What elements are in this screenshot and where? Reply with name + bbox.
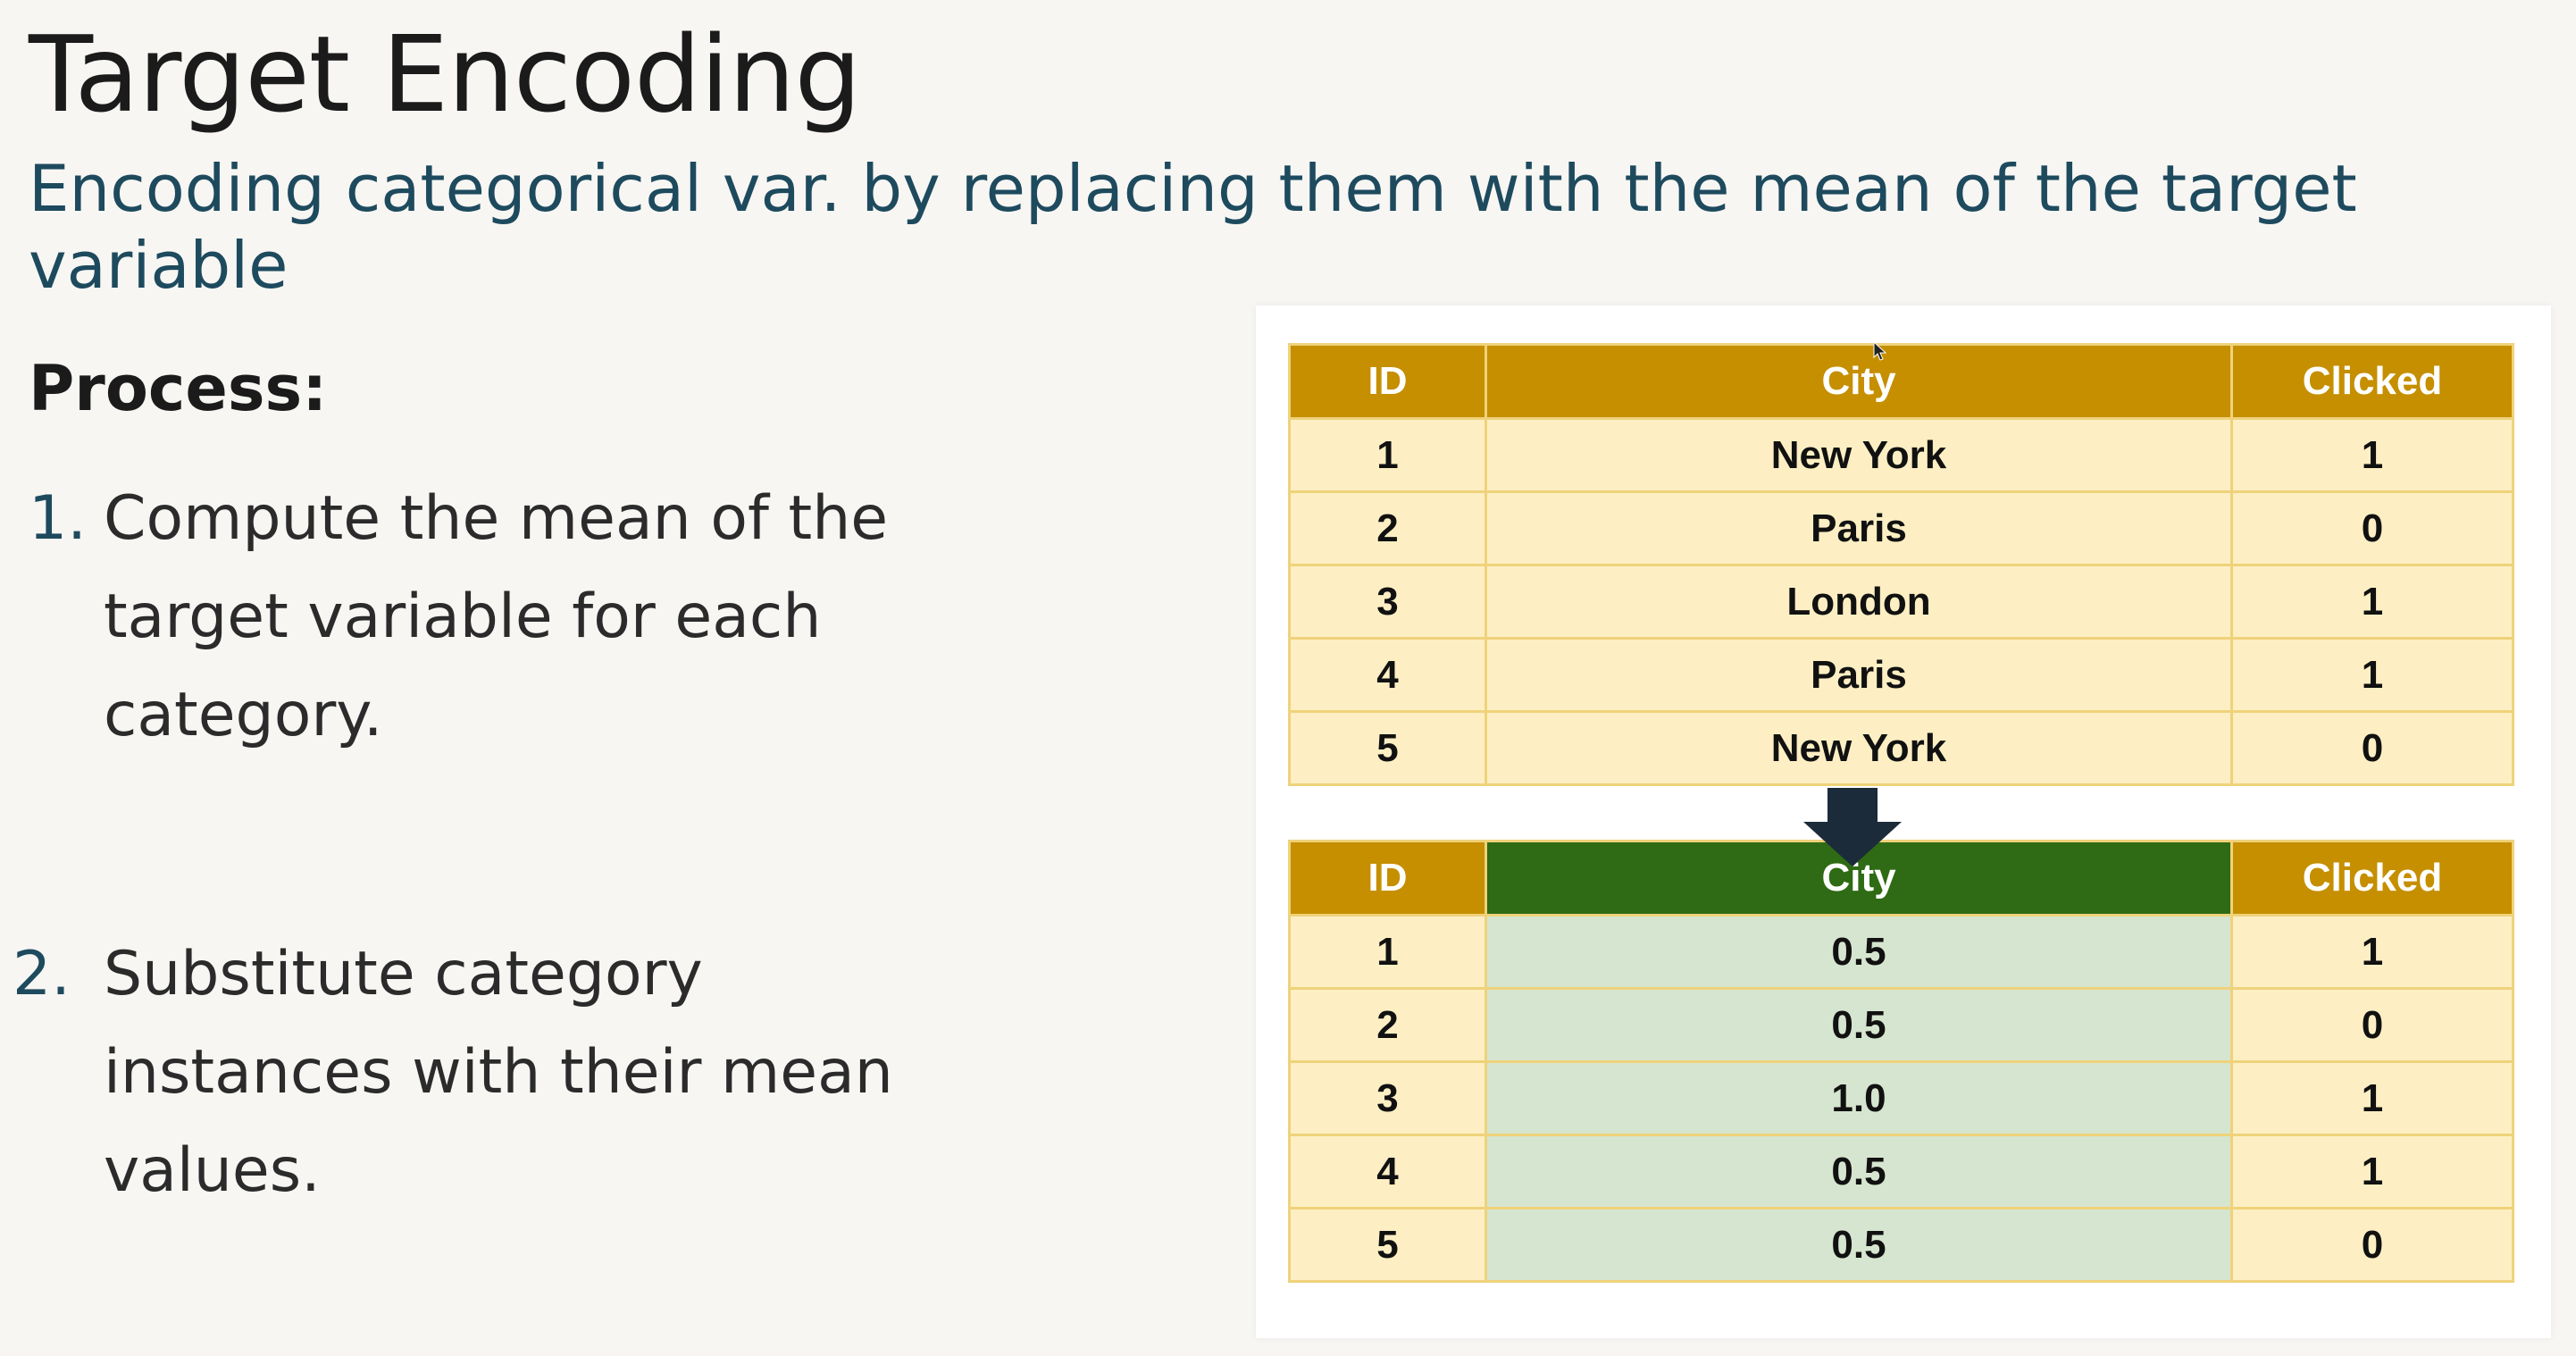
table-row: 3 1.0 1 — [1288, 1060, 2514, 1136]
process-step-2: 2. Substitute category instances with the… — [13, 925, 997, 1220]
cell-clicked: 1 — [2230, 637, 2514, 713]
cell-clicked: 0 — [2230, 710, 2514, 786]
cell-city-encoded: 0.5 — [1485, 1134, 2233, 1210]
column-header-clicked: Clicked — [2230, 840, 2514, 917]
table-row: 2 Paris 0 — [1288, 490, 2514, 566]
table-header-row: ID City Clicked — [1288, 343, 2514, 420]
cell-id: 2 — [1288, 987, 1487, 1063]
table-row: 2 0.5 0 — [1288, 987, 2514, 1063]
table-row: 4 0.5 1 — [1288, 1134, 2514, 1210]
cell-id: 3 — [1288, 1060, 1487, 1136]
cell-id: 4 — [1288, 637, 1487, 713]
cell-clicked: 1 — [2230, 1134, 2514, 1210]
mouse-cursor-icon — [1873, 341, 1887, 361]
table-row: 5 New York 0 — [1288, 710, 2514, 786]
cell-clicked: 1 — [2230, 914, 2514, 990]
cell-city-encoded: 0.5 — [1485, 914, 2233, 990]
cell-city: New York — [1485, 417, 2233, 493]
original-data-table: ID City Clicked 1 New York 1 2 Paris 0 3… — [1288, 343, 2514, 786]
step-text: Substitute category instances with their… — [104, 939, 893, 1206]
column-header-id: ID — [1288, 343, 1487, 420]
column-header-id: ID — [1288, 840, 1487, 917]
table-row: 1 0.5 1 — [1288, 914, 2514, 990]
process-step-1: 1. Compute the mean of the target variabl… — [29, 470, 997, 765]
arrow-down-icon — [1803, 788, 1902, 866]
table-row: 4 Paris 1 — [1288, 637, 2514, 713]
tables-panel: ID City Clicked 1 New York 1 2 Paris 0 3… — [1256, 306, 2551, 1338]
column-header-city: City — [1485, 343, 2233, 420]
cell-city: Paris — [1485, 637, 2233, 713]
step-number: 2. — [13, 939, 71, 1009]
cell-city-encoded: 0.5 — [1485, 987, 2233, 1063]
cell-id: 5 — [1288, 1207, 1487, 1283]
cell-city: London — [1485, 564, 2233, 640]
cell-clicked: 0 — [2230, 987, 2514, 1063]
table-row: 3 London 1 — [1288, 564, 2514, 640]
step-text: Compute the mean of the target variable … — [104, 483, 889, 750]
encoded-data-table: ID City Clicked 1 0.5 1 2 0.5 0 3 1.0 1 — [1288, 840, 2514, 1283]
column-header-clicked: Clicked — [2230, 343, 2514, 420]
cell-id: 1 — [1288, 417, 1487, 493]
step-number: 1. — [29, 483, 87, 554]
cell-clicked: 0 — [2230, 1207, 2514, 1283]
cell-clicked: 1 — [2230, 564, 2514, 640]
cell-clicked: 1 — [2230, 1060, 2514, 1136]
cell-city-encoded: 0.5 — [1485, 1207, 2233, 1283]
cell-clicked: 0 — [2230, 490, 2514, 566]
cell-city: New York — [1485, 710, 2233, 786]
process-heading: Process: — [29, 352, 328, 425]
cell-clicked: 1 — [2230, 417, 2514, 493]
slide-subtitle: Encoding categorical var. by replacing t… — [29, 151, 2357, 303]
cell-id: 5 — [1288, 710, 1487, 786]
cell-id: 2 — [1288, 490, 1487, 566]
cell-id: 4 — [1288, 1134, 1487, 1210]
slide-title: Target Encoding — [29, 13, 861, 136]
cell-city: Paris — [1485, 490, 2233, 566]
cell-city-encoded: 1.0 — [1485, 1060, 2233, 1136]
table-row: 1 New York 1 — [1288, 417, 2514, 493]
cell-id: 1 — [1288, 914, 1487, 990]
cell-id: 3 — [1288, 564, 1487, 640]
table-row: 5 0.5 0 — [1288, 1207, 2514, 1283]
